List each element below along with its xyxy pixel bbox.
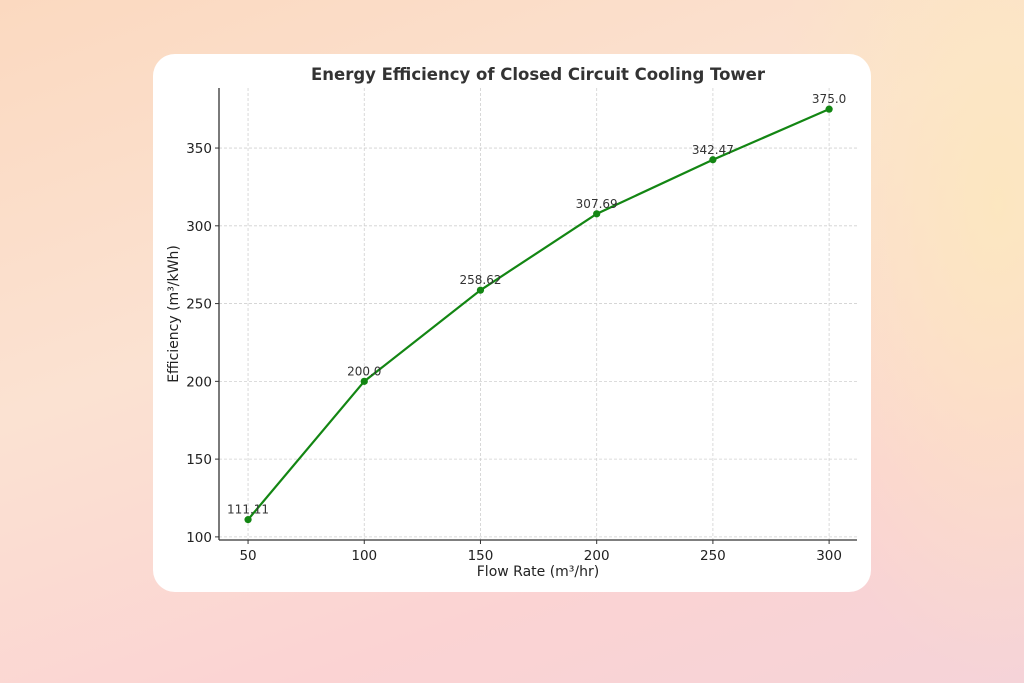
grid [219,88,857,540]
data-label: 375.0 [812,92,846,106]
data-label: 307.69 [576,197,618,211]
series-line [247,108,830,521]
data-point [709,156,717,164]
data-point [360,377,368,385]
data-label: 258.62 [459,273,501,287]
x-tick-label: 150 [468,548,494,564]
data-point [244,516,252,524]
x-tick-label: 200 [584,548,610,564]
y-tick-label: 200 [186,374,212,390]
x-tick-label: 100 [351,548,377,564]
y-tick-label: 150 [186,452,212,468]
y-tick-label: 300 [186,219,212,235]
data-label: 111.11 [227,503,269,517]
data-point [593,210,601,218]
chart-title: Energy Efficiency of Closed Circuit Cool… [311,65,766,84]
series: 111.11 200.0 258.62 307.69 342.47 375.0 [227,92,846,524]
y-tick-label: 350 [186,141,212,157]
x-tick-label: 300 [816,548,842,564]
axes: 50 100 150 200 250 300 100 150 200 250 300 350 [186,88,857,564]
y-axis-label: Efficiency (m³/kWh) [166,245,182,383]
y-tick-label: 100 [186,530,212,546]
data-point [825,105,833,113]
data-label: 342.47 [692,143,734,157]
data-point [476,286,485,294]
x-tick-label: 250 [700,548,726,564]
x-axis-label: Flow Rate (m³/hr) [477,564,599,580]
x-tick-label: 50 [239,548,256,564]
y-tick-label: 250 [186,297,212,313]
data-label: 200.0 [347,364,381,378]
